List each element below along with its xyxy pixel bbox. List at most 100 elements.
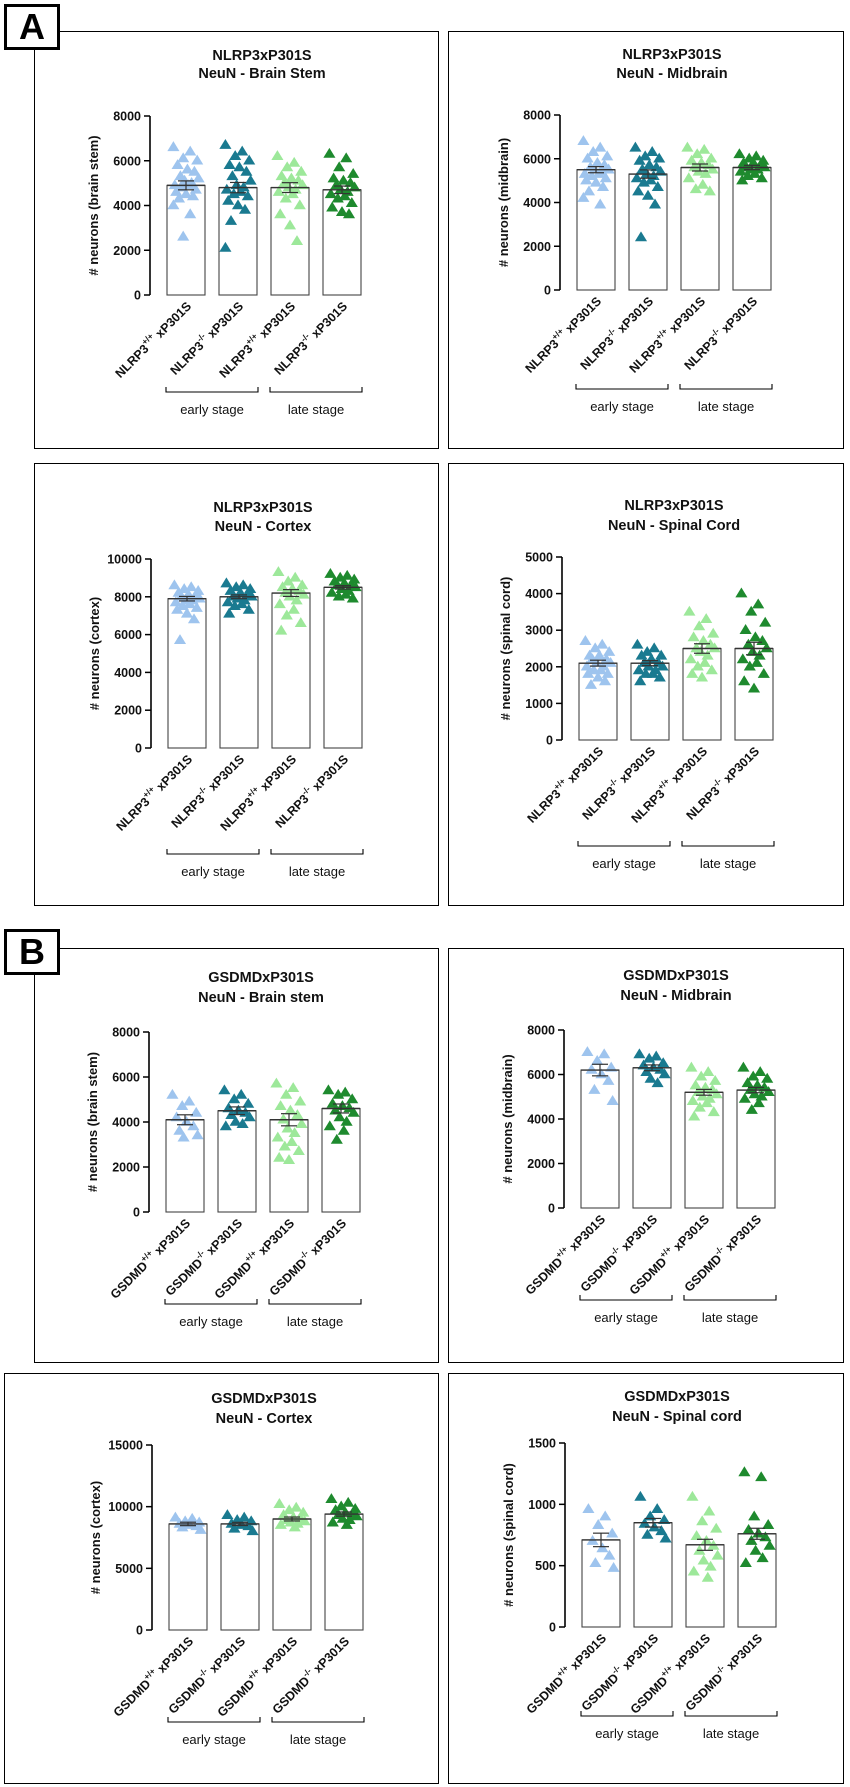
data-point-triangle xyxy=(221,596,234,607)
category-prefix: NLRP3 xyxy=(525,787,564,826)
data-point-triangle xyxy=(335,583,348,594)
y-axis-label: # neurons (brain stem) xyxy=(86,135,101,275)
y-axis-label: # neurons (cortex) xyxy=(87,597,102,710)
bar xyxy=(576,169,616,291)
data-point-triangle xyxy=(601,667,614,678)
category-suffix: xP301S xyxy=(612,294,656,338)
stage-label: late stage xyxy=(698,399,754,414)
data-point-triangle xyxy=(335,1500,348,1511)
bar xyxy=(580,1069,620,1209)
data-point-triangle xyxy=(282,575,295,586)
category-suffix: xP301S xyxy=(254,299,298,343)
y-tick-label: 1000 xyxy=(528,1498,556,1512)
y-tick-label: 6000 xyxy=(527,1068,555,1082)
data-point-triangle xyxy=(700,1097,713,1108)
data-point-triangle xyxy=(230,581,243,592)
data-point-triangle xyxy=(654,165,667,176)
bar xyxy=(632,1067,672,1209)
category-prefix: GSDMD xyxy=(628,1674,671,1717)
data-point-triangle xyxy=(596,181,610,191)
y-tick-label: 5000 xyxy=(115,1562,143,1576)
y-tick-label: 4000 xyxy=(114,666,142,680)
data-point-triangle xyxy=(634,1490,647,1501)
bar xyxy=(270,187,310,296)
stage-bracket xyxy=(165,387,259,393)
y-axis-label: # neurons (brain stem) xyxy=(85,1052,100,1192)
data-point-triangle xyxy=(345,197,358,208)
data-point-triangle xyxy=(605,1061,618,1072)
data-point-triangle xyxy=(329,1104,342,1115)
data-point-triangle xyxy=(646,146,659,156)
data-point-triangle xyxy=(337,174,350,185)
data-point-triangle xyxy=(687,1565,700,1576)
y-tick-label: 6000 xyxy=(523,152,551,166)
data-point-triangle xyxy=(596,1542,609,1553)
data-point-triangle xyxy=(288,1521,301,1532)
category-prefix: GSDMD xyxy=(683,1671,726,1714)
category-prefix: GSDMD xyxy=(579,1671,622,1714)
data-point-triangle xyxy=(655,649,668,660)
data-point-triangle xyxy=(221,1509,234,1520)
y-axis-label: # neurons (spinal cord) xyxy=(501,1463,516,1607)
data-point-triangle xyxy=(342,208,356,219)
y-tick-label: 15000 xyxy=(108,1439,143,1453)
data-point-triangle xyxy=(710,1088,723,1099)
data-point-triangle xyxy=(606,1095,619,1105)
y-tick-label: 0 xyxy=(546,734,553,748)
data-point-triangle xyxy=(171,159,184,169)
stage-bracket xyxy=(575,384,669,390)
data-point-triangle xyxy=(173,634,187,645)
data-point-triangle xyxy=(704,1560,717,1571)
stage-bracket xyxy=(683,1295,777,1301)
stage-bracket xyxy=(580,1711,674,1717)
category-suffix: xP301S xyxy=(150,299,194,343)
data-point-triangle xyxy=(222,194,235,205)
data-point-triangle xyxy=(334,571,347,582)
data-point-triangle xyxy=(270,1077,283,1088)
data-point-triangle xyxy=(643,1052,656,1063)
data-point-triangle xyxy=(658,1068,671,1079)
data-point-triangle xyxy=(698,657,711,667)
data-point-triangle xyxy=(739,1557,752,1567)
data-point-triangle xyxy=(168,579,181,590)
data-point-triangle xyxy=(580,174,593,185)
data-point-triangle xyxy=(598,1048,611,1059)
data-point-triangle xyxy=(708,642,721,653)
data-point-triangle xyxy=(603,646,616,656)
data-point-triangle xyxy=(748,1510,761,1521)
data-point-triangle xyxy=(295,1118,308,1129)
data-point-triangle xyxy=(240,165,253,176)
data-point-triangle xyxy=(736,653,749,664)
chart-title-line-1: NeuN - Midbrain xyxy=(616,66,727,82)
data-point-triangle xyxy=(332,590,345,601)
data-point-triangle xyxy=(691,148,704,159)
stage-label: early stage xyxy=(592,856,656,871)
bar xyxy=(220,1523,260,1631)
data-point-triangle xyxy=(653,671,666,682)
chart-title-line-0: NLRP3xP301S xyxy=(213,500,312,516)
data-point-triangle xyxy=(184,208,197,219)
data-point-triangle xyxy=(582,185,596,196)
data-point-triangle xyxy=(181,163,194,174)
chart-title-line-0: NLRP3xP301S xyxy=(622,47,721,63)
data-point-triangle xyxy=(739,624,752,634)
data-point-triangle xyxy=(292,1145,305,1156)
data-point-triangle xyxy=(177,1131,190,1142)
data-point-triangle xyxy=(274,208,287,219)
data-point-triangle xyxy=(220,577,233,588)
category-suffix: xP301S xyxy=(716,294,760,338)
data-point-triangle xyxy=(282,1154,296,1165)
category-suffix: xP301S xyxy=(306,299,350,343)
data-point-triangle xyxy=(183,598,196,609)
data-point-triangle xyxy=(588,1083,601,1094)
data-point-triangle xyxy=(219,241,232,252)
category-prefix: GSDMD xyxy=(212,1259,255,1302)
category-prefix: GSDMD xyxy=(270,1674,313,1717)
y-tick-label: 3000 xyxy=(525,624,553,638)
bar xyxy=(324,1513,364,1631)
stage-label: early stage xyxy=(595,1726,659,1741)
data-point-triangle xyxy=(582,667,595,678)
data-point-triangle xyxy=(226,170,239,181)
data-point-triangle xyxy=(749,631,762,642)
